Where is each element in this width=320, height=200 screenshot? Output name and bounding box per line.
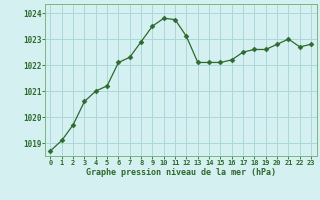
X-axis label: Graphe pression niveau de la mer (hPa): Graphe pression niveau de la mer (hPa) [86,168,276,177]
